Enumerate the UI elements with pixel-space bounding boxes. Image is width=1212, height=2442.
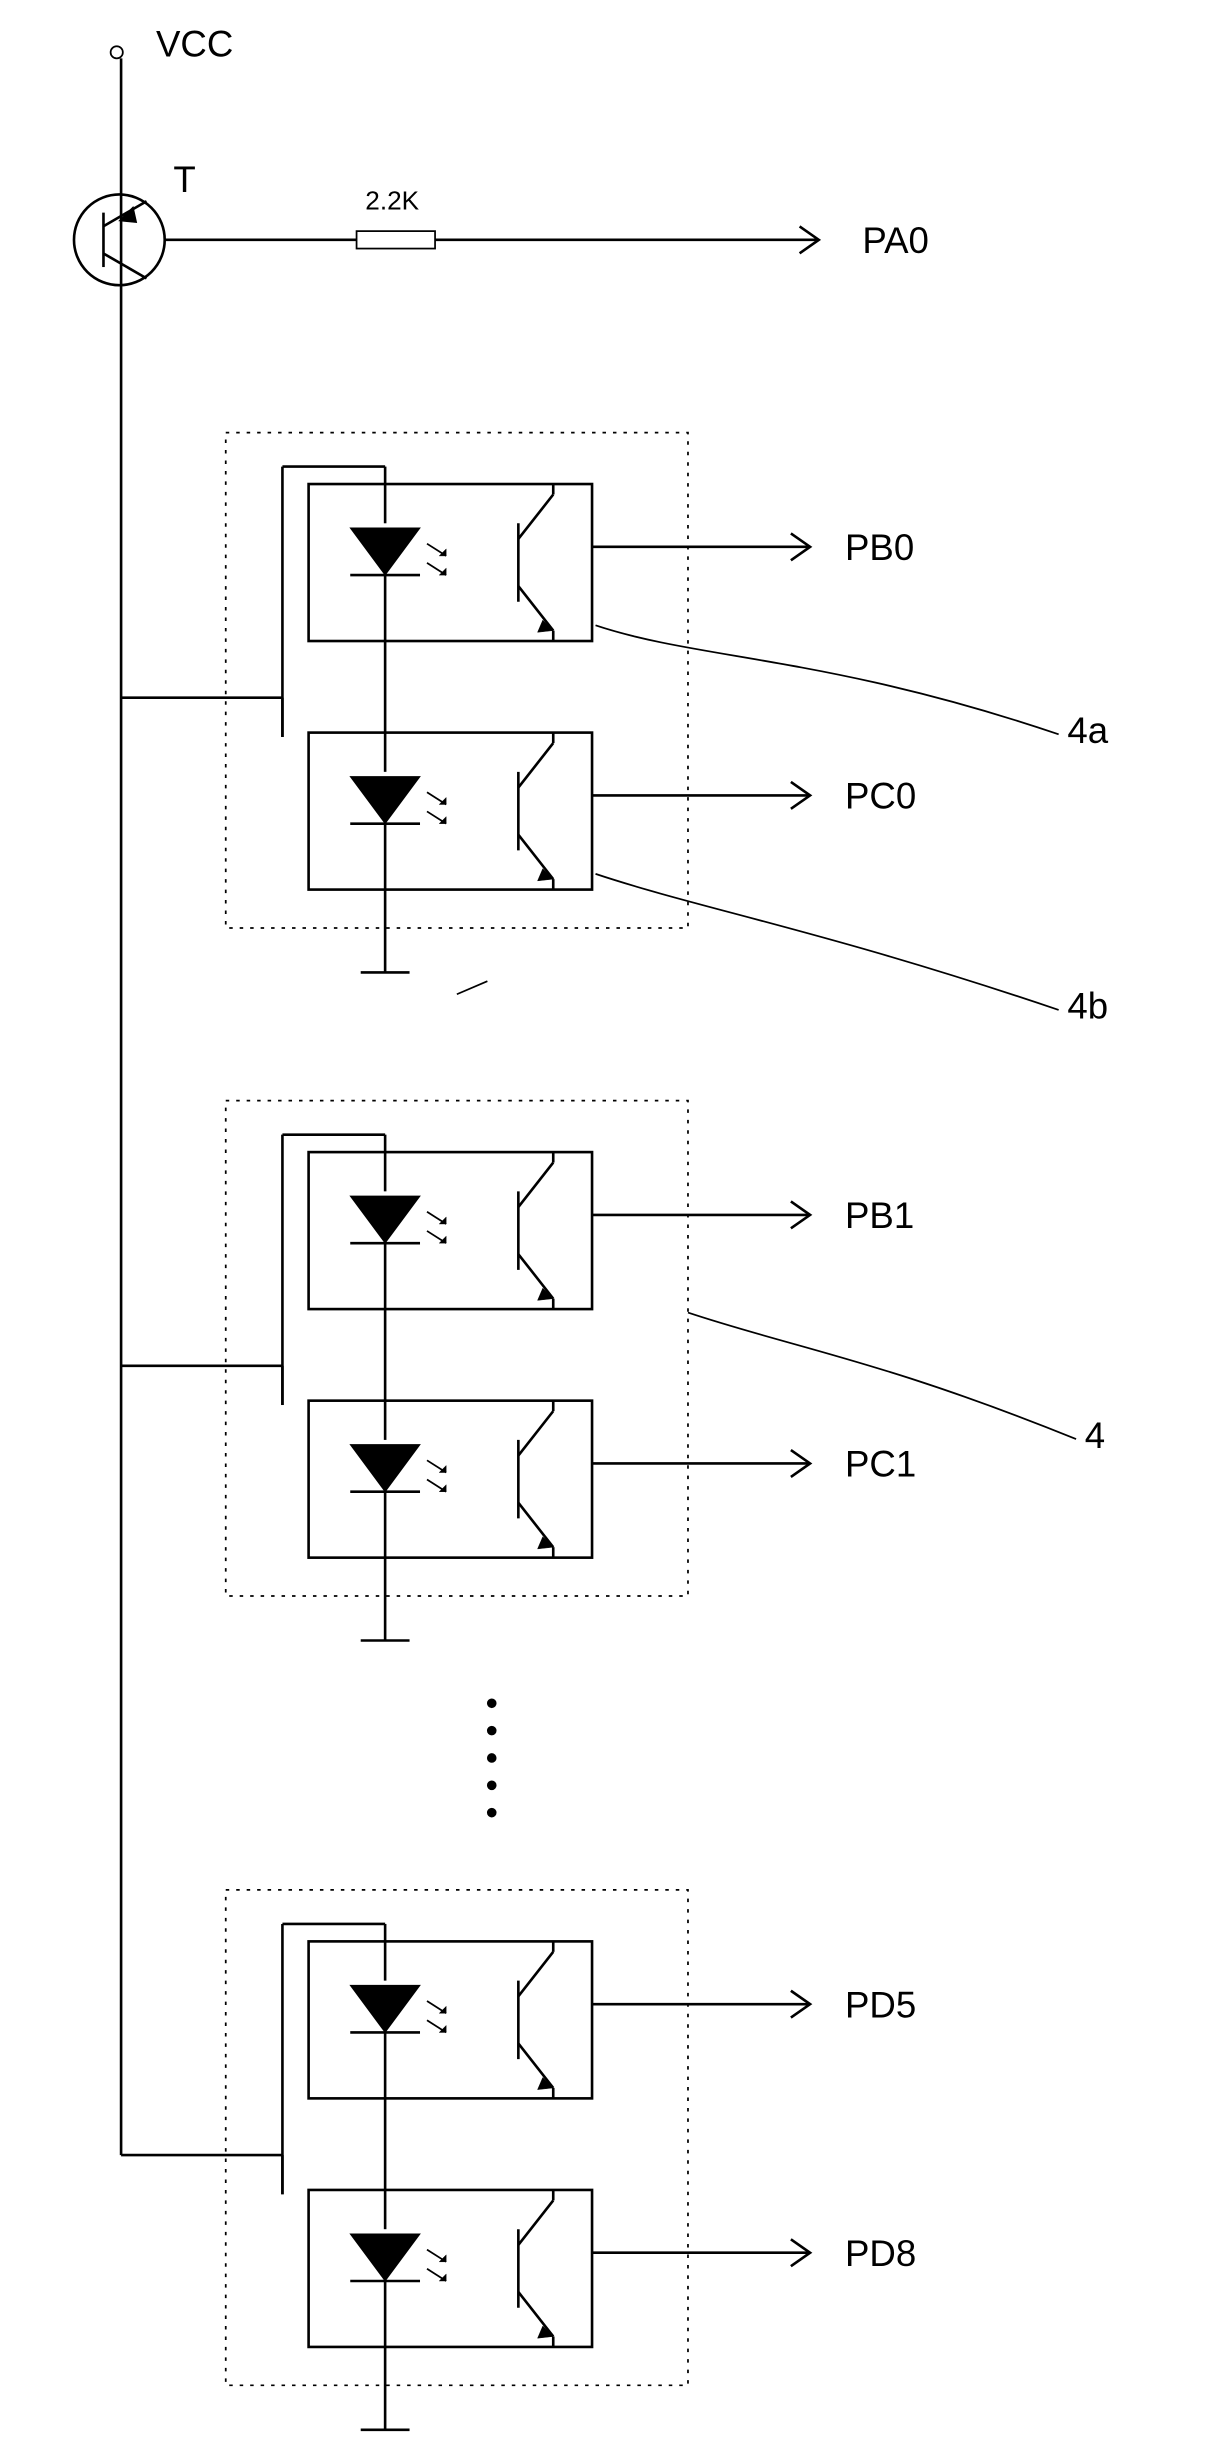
PB0-label: PB0 bbox=[845, 527, 914, 568]
resistor-label: 2.2K bbox=[365, 185, 419, 215]
circuit-diagram: VCC T 2.2K PA0 PB0 PC0 PB1 PC1 PD5 PD8 4a 4b 4 bbox=[0, 0, 1212, 2442]
vcc-label: VCC bbox=[156, 24, 233, 65]
PC1-label: PC1 bbox=[845, 1444, 916, 1485]
PB1-label: PB1 bbox=[845, 1195, 914, 1236]
transistor-label: T bbox=[173, 159, 195, 200]
PD8-label: PD8 bbox=[845, 2233, 916, 2274]
PD5-label: PD5 bbox=[845, 1984, 916, 2025]
tag-4b: 4b bbox=[1067, 986, 1108, 1027]
tag-4a: 4a bbox=[1067, 710, 1108, 751]
PC0-label: PC0 bbox=[845, 775, 916, 816]
pa0-label: PA0 bbox=[862, 220, 929, 261]
tag-4: 4 bbox=[1085, 1415, 1105, 1456]
